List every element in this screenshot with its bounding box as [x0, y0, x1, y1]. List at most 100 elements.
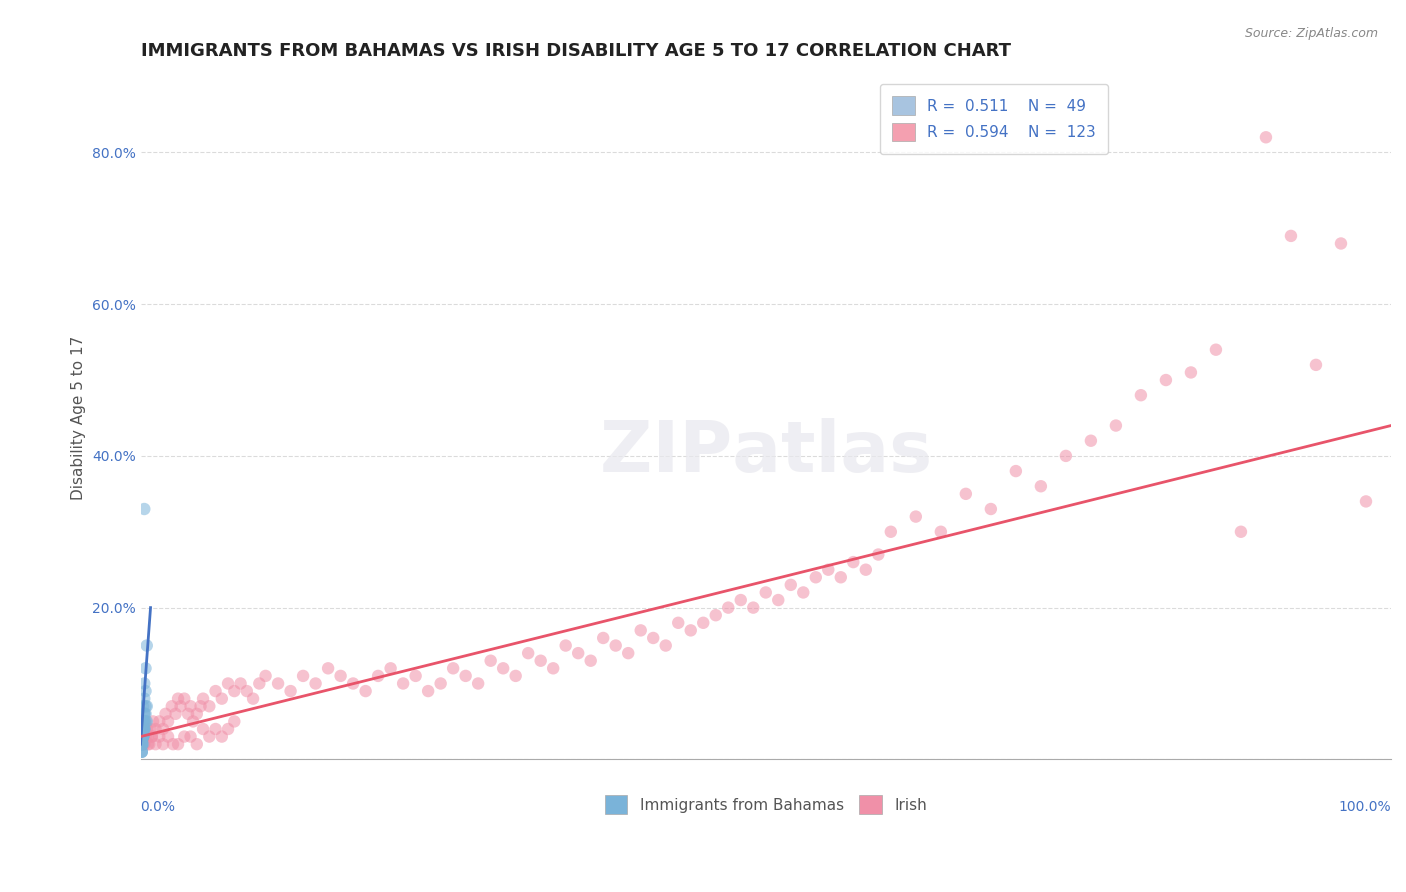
Point	[160, 699, 183, 714]
Point	[134, 737, 156, 751]
Point	[173, 730, 195, 744]
Point	[186, 706, 208, 721]
Point	[842, 555, 865, 569]
Point	[1054, 449, 1077, 463]
Point	[204, 684, 226, 698]
Point	[666, 615, 689, 630]
Point	[1005, 464, 1028, 478]
Point	[131, 737, 153, 751]
Point	[692, 615, 714, 630]
Point	[134, 722, 156, 736]
Point	[955, 487, 977, 501]
Point	[1029, 479, 1052, 493]
Point	[132, 722, 155, 736]
Point	[492, 661, 515, 675]
Point	[617, 646, 640, 660]
Point	[132, 699, 155, 714]
Point	[579, 654, 602, 668]
Point	[191, 691, 214, 706]
Point	[131, 737, 153, 751]
Point	[817, 563, 839, 577]
Point	[1080, 434, 1102, 448]
Point	[169, 699, 191, 714]
Point	[134, 676, 156, 690]
Point	[132, 714, 155, 729]
Point	[329, 669, 352, 683]
Point	[198, 730, 221, 744]
Point	[554, 639, 576, 653]
Point	[152, 737, 174, 751]
Point	[742, 600, 765, 615]
Point	[304, 676, 326, 690]
Point	[904, 509, 927, 524]
Point	[135, 639, 157, 653]
Point	[131, 737, 153, 751]
Point	[135, 699, 157, 714]
Point	[868, 548, 890, 562]
Point	[132, 730, 155, 744]
Text: 0.0%: 0.0%	[141, 800, 176, 814]
Text: Source: ZipAtlas.com: Source: ZipAtlas.com	[1244, 27, 1378, 40]
Point	[134, 706, 156, 721]
Point	[392, 676, 415, 690]
Point	[530, 654, 553, 668]
Point	[236, 684, 259, 698]
Point	[605, 639, 627, 653]
Point	[405, 669, 427, 683]
Point	[162, 737, 184, 751]
Point	[134, 502, 156, 516]
Point	[630, 624, 652, 638]
Point	[132, 730, 155, 744]
Point	[467, 676, 489, 690]
Point	[855, 563, 877, 577]
Point	[830, 570, 852, 584]
Point	[441, 661, 464, 675]
Point	[132, 737, 155, 751]
Point	[157, 730, 180, 744]
Point	[779, 578, 801, 592]
Point	[131, 745, 153, 759]
Point	[131, 730, 153, 744]
Point	[157, 714, 180, 729]
Point	[254, 669, 277, 683]
Point	[145, 737, 167, 751]
Point	[134, 722, 156, 736]
Point	[131, 737, 153, 751]
Point	[138, 737, 160, 751]
Point	[135, 699, 157, 714]
Point	[342, 676, 364, 690]
Point	[135, 684, 157, 698]
Point	[755, 585, 778, 599]
Text: ZIP​atlas: ZIP​atlas	[600, 417, 932, 487]
Point	[429, 676, 451, 690]
Point	[280, 684, 302, 698]
Point	[180, 699, 202, 714]
Point	[654, 639, 676, 653]
Point	[132, 730, 155, 744]
Point	[217, 722, 239, 736]
Point	[643, 631, 665, 645]
Point	[167, 737, 190, 751]
Y-axis label: Disability Age 5 to 17: Disability Age 5 to 17	[72, 336, 86, 500]
Point	[592, 631, 614, 645]
Point	[1205, 343, 1227, 357]
Point	[880, 524, 903, 539]
Point	[131, 722, 153, 736]
Point	[132, 730, 155, 744]
Point	[541, 661, 564, 675]
Text: IMMIGRANTS FROM BAHAMAS VS IRISH DISABILITY AGE 5 TO 17 CORRELATION CHART: IMMIGRANTS FROM BAHAMAS VS IRISH DISABIL…	[141, 42, 1011, 60]
Point	[131, 737, 153, 751]
Point	[1180, 366, 1202, 380]
Point	[155, 706, 177, 721]
Point	[1355, 494, 1378, 508]
Point	[224, 714, 246, 729]
Point	[142, 714, 165, 729]
Point	[131, 730, 153, 744]
Point	[132, 714, 155, 729]
Point	[229, 676, 252, 690]
Point	[132, 730, 155, 744]
Point	[242, 691, 264, 706]
Point	[768, 593, 790, 607]
Point	[186, 737, 208, 751]
Point	[135, 661, 157, 675]
